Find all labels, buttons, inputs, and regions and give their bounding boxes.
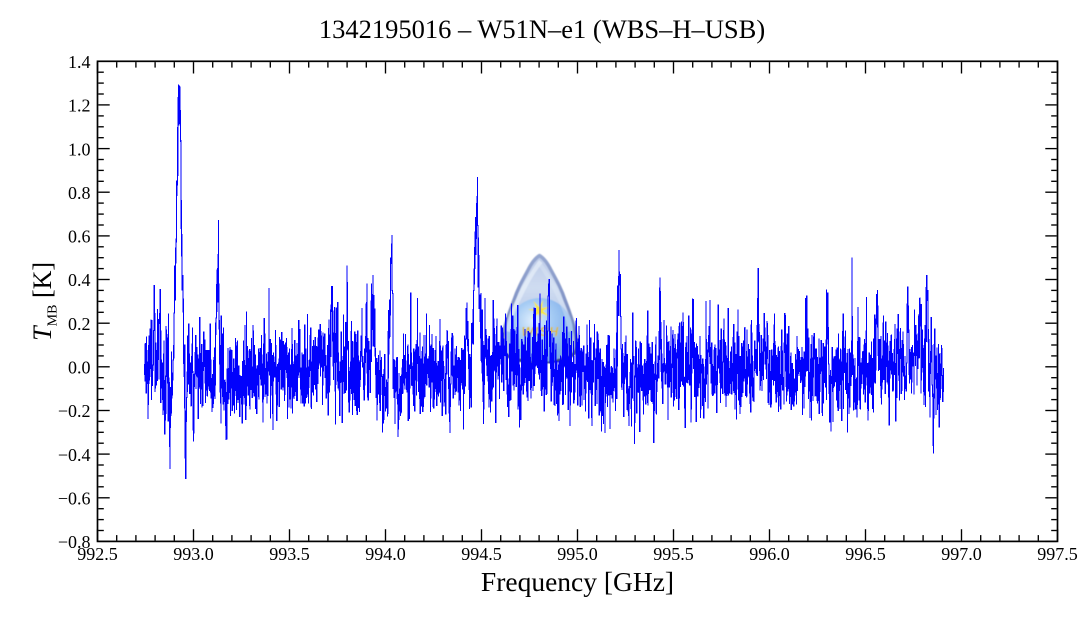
svg-text:1.2: 1.2 xyxy=(68,96,91,116)
svg-text:−0.8: −0.8 xyxy=(58,532,91,552)
svg-text:997.5: 997.5 xyxy=(1037,544,1078,564)
svg-text:995.0: 995.0 xyxy=(557,544,598,564)
svg-text:992.5: 992.5 xyxy=(77,544,118,564)
svg-text:997.0: 997.0 xyxy=(941,544,982,564)
svg-text:0.8: 0.8 xyxy=(68,183,91,203)
svg-text:0.0: 0.0 xyxy=(68,358,91,378)
svg-text:−0.2: −0.2 xyxy=(58,401,91,421)
svg-text:996.0: 996.0 xyxy=(749,544,790,564)
svg-text:993.5: 993.5 xyxy=(269,544,310,564)
svg-text:993.0: 993.0 xyxy=(173,544,214,564)
svg-text:−0.4: −0.4 xyxy=(58,445,91,465)
svg-text:0.6: 0.6 xyxy=(68,227,91,247)
svg-text:1.4: 1.4 xyxy=(68,52,91,72)
svg-text:994.5: 994.5 xyxy=(461,544,502,564)
svg-text:Frequency [GHz]: Frequency [GHz] xyxy=(481,566,674,597)
svg-text:0.2: 0.2 xyxy=(68,314,91,334)
svg-text:−0.6: −0.6 xyxy=(58,489,91,509)
svg-text:994.0: 994.0 xyxy=(365,544,406,564)
svg-text:1.0: 1.0 xyxy=(68,139,91,159)
svg-text:996.5: 996.5 xyxy=(845,544,886,564)
svg-text:0.4: 0.4 xyxy=(68,270,91,290)
svg-text:TMB [K]: TMB [K] xyxy=(28,262,61,341)
svg-text:995.5: 995.5 xyxy=(653,544,694,564)
svg-text:1342195016 – W51N–e1 (WBS–H–US: 1342195016 – W51N–e1 (WBS–H–USB) xyxy=(319,14,765,44)
